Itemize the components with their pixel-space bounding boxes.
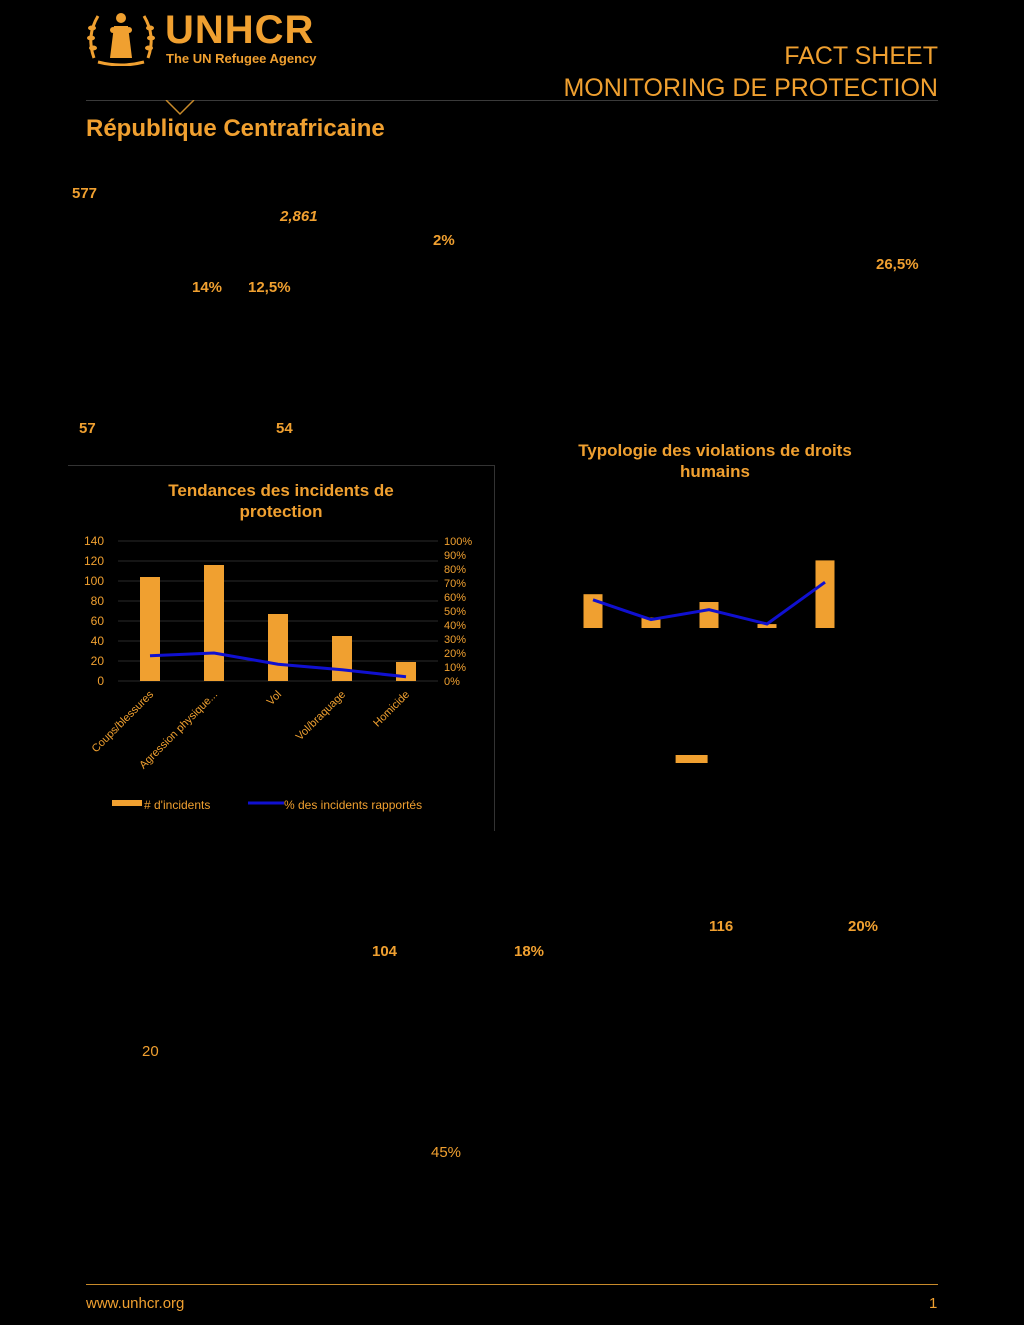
chart1-ytick-label: 120 xyxy=(84,554,104,568)
chart1-y2tick-label: 20% xyxy=(444,648,466,660)
chart2-bar xyxy=(699,602,719,628)
chart1-bar xyxy=(396,662,416,681)
chart1-bar xyxy=(268,614,288,681)
figure-26-5pct: 26,5% xyxy=(876,256,919,273)
chart1-y2tick-label: 90% xyxy=(444,550,466,562)
chart1-y2tick-label: 100% xyxy=(444,536,472,548)
chart1-category-label: Vol/braquage xyxy=(294,689,348,743)
document-heading: FACT SHEET MONITORING DE PROTECTION xyxy=(563,40,938,104)
logo-tagline: The UN Refugee Agency xyxy=(166,51,317,66)
country-title: République Centrafricaine xyxy=(86,115,385,142)
footer-divider xyxy=(86,1284,938,1285)
chart1-y2tick-label: 40% xyxy=(444,620,466,632)
figure-104: 104 xyxy=(372,943,398,960)
chart-incident-trends: Tendances des incidents de protection 0 2… xyxy=(68,465,495,831)
chart1-ytick-label: 100 xyxy=(84,574,104,588)
chart2-bar xyxy=(583,594,603,628)
chart1-series-line xyxy=(149,651,407,679)
chart2-series-line xyxy=(592,580,826,626)
chart1-y2tick-label: 0% xyxy=(444,676,460,688)
chart1-category-label: Vol xyxy=(265,689,284,708)
figure-2pct: 2% xyxy=(433,232,455,249)
figure-577: 577 xyxy=(72,185,98,202)
chart1-category-label: Homicide xyxy=(371,689,412,730)
chart1-y2tick-label: 30% xyxy=(444,634,466,646)
doc-type: FACT SHEET xyxy=(784,42,938,70)
unhcr-emblem-icon xyxy=(84,6,158,67)
chart1-title: Tendances des incidents de protection xyxy=(168,481,394,521)
chart1-bar xyxy=(204,565,224,681)
chart1-ytick-label: 140 xyxy=(84,534,104,548)
figure-45pct: 45% xyxy=(431,1144,462,1161)
chart1-legend-swatch-bar xyxy=(112,800,142,806)
figure-116: 116 xyxy=(709,918,734,935)
figure-20pct: 20% xyxy=(848,918,879,935)
chart1-ytick-label: 20 xyxy=(91,654,105,668)
chart1-ytick-label: 80 xyxy=(91,594,105,608)
chart1-plot: 0 20 40 60 80 100 120 140 0% 10% 20% 30% 40% 50% 60% 70… xyxy=(84,534,472,812)
figure-20: 20 xyxy=(142,1043,159,1060)
figure-2861: 2,861 xyxy=(280,208,318,225)
chart1-legend-label-line: % des incidents rapportés xyxy=(284,798,422,812)
chart1-y2tick-label: 10% xyxy=(444,662,466,674)
chart1-y2tick-label: 70% xyxy=(444,578,466,590)
chart2-bar xyxy=(815,560,835,628)
chart1-category-label: Coups/blessures xyxy=(90,688,157,755)
chart2-plot xyxy=(583,560,835,763)
chart1-bar xyxy=(332,636,352,681)
chart2-title: Typologie des violations de droits humai… xyxy=(578,441,852,481)
figure-54: 54 xyxy=(276,420,293,437)
figure-14pct: 14% xyxy=(192,279,223,296)
chart1-y2tick-label: 80% xyxy=(444,564,466,576)
chart1-ytick-label: 0 xyxy=(97,674,104,688)
chart1-legend-label-bar: # d'incidents xyxy=(144,798,210,812)
divider-notch-icon xyxy=(165,100,195,116)
figure-57: 57 xyxy=(79,420,96,437)
chart1-bar xyxy=(140,577,160,681)
chart2-bar xyxy=(757,624,777,628)
doc-subtitle: MONITORING DE PROTECTION xyxy=(563,74,938,102)
chart1-ytick-label: 60 xyxy=(91,614,105,628)
figure-18pct: 18% xyxy=(514,943,545,960)
chart2-bar xyxy=(675,755,708,763)
chart1-ytick-label: 40 xyxy=(91,634,105,648)
figure-12-5pct: 12,5% xyxy=(248,279,291,296)
page-number: 1 xyxy=(929,1295,938,1312)
header-divider xyxy=(86,100,938,101)
chart1-y2tick-label: 50% xyxy=(444,606,466,618)
chart1-y2tick-label: 60% xyxy=(444,592,466,604)
footer-website[interactable]: www.unhcr.org xyxy=(86,1295,185,1312)
logo-name: UNHCR xyxy=(165,8,315,52)
chart2-bar xyxy=(641,617,661,628)
